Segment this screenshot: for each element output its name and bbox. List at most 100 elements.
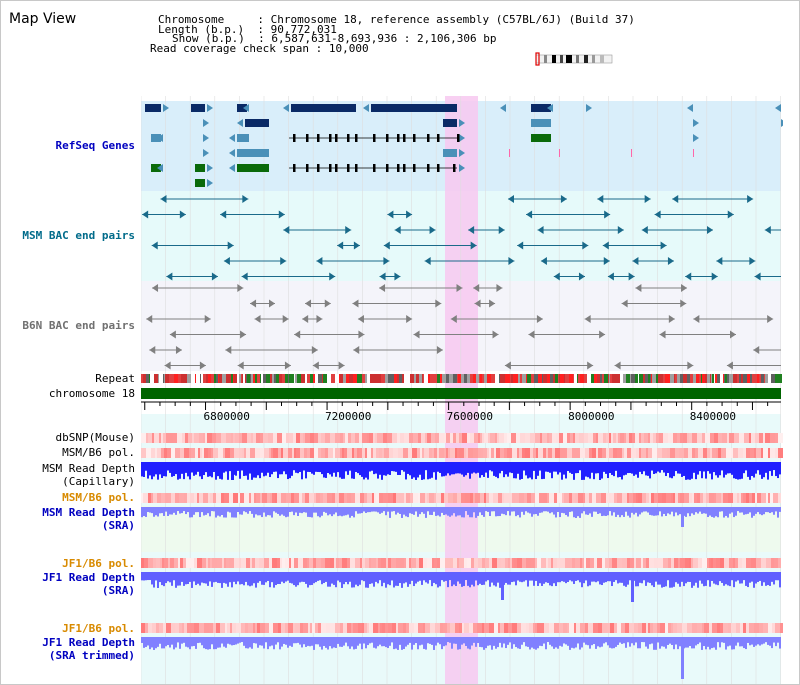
msm-bac-end <box>644 195 651 203</box>
msm-pol-label: MSM/B6 pol. <box>62 446 135 459</box>
msm-pol-sra-cell <box>314 493 316 503</box>
msm-pol-sra-cell <box>229 493 233 503</box>
msm-sra-depth-bar <box>725 507 727 516</box>
jf1-trim-depth-bar <box>243 637 245 646</box>
msm-pol-sra-cell <box>486 493 489 503</box>
track-canvas[interactable]: 6800000 7200000 7600000 8000000 8400000 <box>141 96 783 684</box>
jf1-trim-depth-bar <box>645 637 647 647</box>
msm-sra-depth-bar <box>317 507 319 517</box>
msm-pol-cell <box>269 448 271 458</box>
jf1-trim-depth-bar <box>237 637 239 644</box>
jf1-sra-depth-bar <box>719 572 721 582</box>
jf1-sra-depth-bar <box>763 572 765 583</box>
msm-pol-cell <box>255 448 260 458</box>
repeat-block <box>407 374 410 383</box>
b6n-bac-end <box>687 361 694 370</box>
dbsnp-cell <box>154 433 159 443</box>
msm-sra-depth-bar <box>527 507 529 513</box>
msm-bac-label[interactable]: MSM BAC end pairs <box>22 229 135 242</box>
jf1-trim-depth-bar <box>643 637 645 643</box>
msm-sra-depth-bar <box>147 507 149 513</box>
repeat-block <box>752 374 755 383</box>
msm-cap-depth-bar <box>193 462 195 476</box>
msm-cap-depth-bar <box>265 462 267 476</box>
jf1-pol-cell <box>350 558 355 568</box>
b6n-bac-end <box>149 346 156 354</box>
jf1-pol-2-cell <box>621 623 625 633</box>
msm-bac-end <box>628 272 635 281</box>
jf1-trim-depth-bar <box>427 637 429 644</box>
msm-sra-depth-bar <box>277 507 279 514</box>
jf1-pol-cell <box>693 558 698 568</box>
repeat-block <box>639 374 643 383</box>
b6n-bac-end <box>254 315 261 323</box>
repeat-block <box>674 374 675 383</box>
jf1-pol-cell <box>427 558 432 568</box>
chromosome-ideogram[interactable] <box>530 52 614 66</box>
dbsnp-cell <box>446 433 450 443</box>
axis-tick-label: 8000000 <box>568 410 614 423</box>
jf1-sra-depth-bar <box>581 572 583 588</box>
dbsnp-cell <box>263 433 268 443</box>
strand-arrow <box>229 149 235 157</box>
b6n-bac-end <box>268 299 275 308</box>
jf1-pol-2-cell <box>749 623 754 633</box>
strand-arrow <box>775 104 781 112</box>
msm-pol-cell <box>589 448 592 458</box>
repeat-label: Repeat <box>95 372 135 385</box>
strand-arrow <box>207 104 213 112</box>
jf1-sra-depth-bar <box>587 572 589 587</box>
jf1-depth-trim-label-2: (SRA trimmed) <box>48 649 135 662</box>
jf1-trim-depth-bar <box>735 637 737 646</box>
msm-sra-depth-bar <box>717 507 719 518</box>
msm-cap-depth-bar <box>307 462 309 472</box>
msm-sra-depth-bar <box>279 507 281 516</box>
refseq-genes-label[interactable]: RefSeq Genes <box>55 139 135 152</box>
jf1-trim-depth-bar <box>229 637 231 645</box>
jf1-sra-depth-bar <box>775 572 777 581</box>
jf1-trim-depth-bar <box>321 637 323 650</box>
repeat-block <box>184 374 187 383</box>
dbsnp-cell <box>375 433 377 443</box>
msm-sra-depth-bar <box>661 507 663 517</box>
jf1-pol-cell <box>362 558 365 568</box>
jf1-trim-depth-bar <box>387 637 389 649</box>
b6n-bac-end <box>474 299 481 308</box>
msm-cap-depth-bar <box>245 462 247 476</box>
msm-sra-depth-bar <box>679 507 681 515</box>
jf1-pol-2-cell <box>682 623 687 633</box>
jf1-pol-cell <box>485 558 489 568</box>
jf1-pol-2-cell <box>610 623 614 633</box>
jf1-pol-cell <box>298 558 303 568</box>
jf1-sra-depth-bar <box>365 572 367 588</box>
jf1-trim-depth-bar <box>465 637 467 647</box>
msm-pol-sra-cell <box>531 493 535 503</box>
msm-sra-depth-bar <box>465 507 467 512</box>
jf1-sra-depth-bar <box>683 572 685 587</box>
dbsnp-cell <box>377 433 379 443</box>
jf1-trim-depth-bar <box>581 637 583 648</box>
b6n-bac-label[interactable]: B6N BAC end pairs <box>22 319 135 332</box>
repeat-block <box>508 374 510 383</box>
jf1-sra-depth-bar <box>449 572 451 581</box>
msm-cap-depth-bar <box>655 462 657 474</box>
jf1-trim-depth-bar <box>269 637 271 647</box>
refseq-genes-track[interactable] <box>145 104 783 187</box>
msm-sra-depth-bar <box>633 507 635 515</box>
chromosome-key: Chromosome <box>158 13 225 26</box>
jf1-trim-depth-bar <box>289 637 291 646</box>
msm-bac-track[interactable] <box>142 195 781 281</box>
b6n-bac-track[interactable] <box>146 284 781 370</box>
repeat-block <box>385 374 388 383</box>
jf1-pol-cell <box>294 558 298 568</box>
msm-pol-cell <box>718 448 721 458</box>
msm-cap-depth-bar <box>617 462 619 478</box>
jf1-trim-depth-bar <box>405 637 407 647</box>
jf1-pol-cell <box>689 558 691 568</box>
msm-sra-depth-bar <box>701 507 703 514</box>
repeat-block <box>440 374 442 383</box>
jf1-sra-depth-bar <box>459 572 461 584</box>
dbsnp-cell <box>673 433 677 443</box>
repeat-block <box>282 374 285 383</box>
msm-cap-depth-bar <box>653 462 655 475</box>
